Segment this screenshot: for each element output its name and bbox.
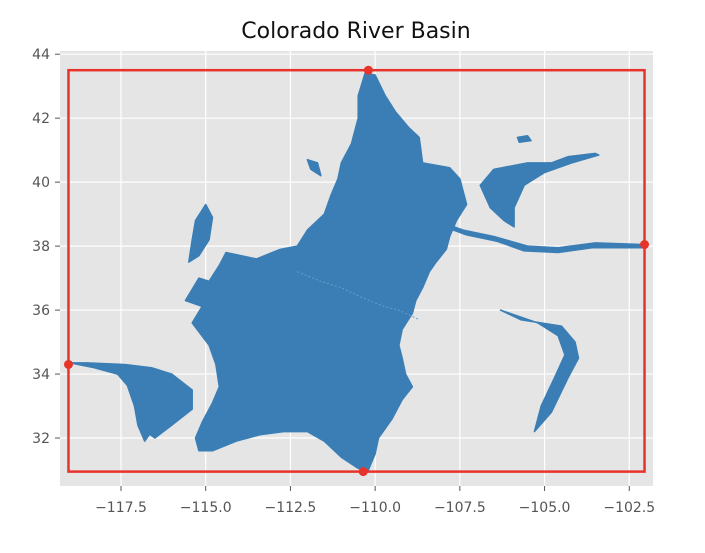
x-tick-label: −117.5 <box>95 500 147 516</box>
sub-basin-boundary-line <box>297 271 420 321</box>
extreme-points-layer <box>63 65 650 477</box>
y-tick-label: 34 <box>32 367 50 383</box>
small-island-polygon <box>516 135 532 143</box>
northwest-lobe-polygon <box>188 203 214 263</box>
y-tick-label: 32 <box>32 431 50 447</box>
extreme-point-west <box>63 359 73 369</box>
extreme-point-south <box>358 467 368 477</box>
basin-shapes <box>69 72 644 471</box>
western-arm-polygon <box>69 362 193 439</box>
bounding-box-layer <box>67 68 646 473</box>
east-tributary-polygon <box>499 309 580 433</box>
x-tick-label: −112.5 <box>265 500 317 516</box>
y-tick-label: 42 <box>32 111 50 127</box>
main-basin-polygon <box>191 72 468 471</box>
x-tick-label: −105.0 <box>519 500 571 516</box>
y-tick-label: 44 <box>32 47 50 63</box>
x-tick-label: −102.5 <box>603 500 655 516</box>
x-tick-label: −107.5 <box>434 500 486 516</box>
chart-title: Colorado River Basin <box>241 19 470 44</box>
y-tick-label: 38 <box>32 239 50 255</box>
northern-sliver-polygon <box>306 158 322 177</box>
y-tick-label: 40 <box>32 175 50 191</box>
x-tick-label: −110.0 <box>349 500 401 516</box>
y-axis: 32 34 36 38 40 42 44 <box>32 47 60 447</box>
southern-spit-polygon <box>127 386 153 442</box>
bounding-box-rect <box>67 68 646 473</box>
extreme-point-north <box>363 65 373 75</box>
west-lobe-polygon <box>184 277 221 311</box>
x-axis: −117.5 −115.0 −112.5 −110.0 −107.5 −105.0 −102… <box>95 486 655 516</box>
extreme-point-east <box>640 240 650 250</box>
y-tick-label: 36 <box>32 303 50 319</box>
x-tick-label: −115.0 <box>180 500 232 516</box>
northeast-river-polygon <box>479 152 600 228</box>
